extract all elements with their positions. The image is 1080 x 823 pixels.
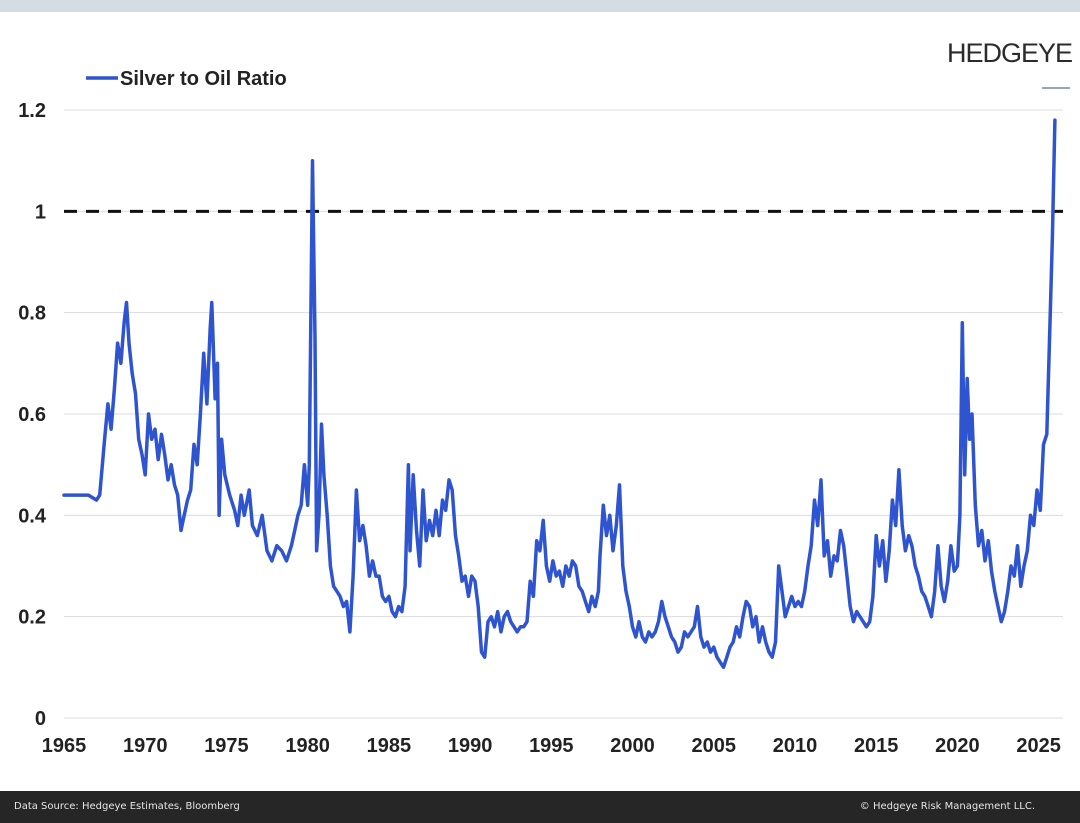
x-tick-label: 1975 [204,735,249,757]
x-tick-label: 2015 [854,735,899,757]
series-layer [62,118,1057,670]
grid-layer [64,109,1063,719]
x-tick-label: 1995 [529,735,574,757]
y-axis-ticks: 0 0.2 0.4 0.6 0.8 1 1.2 [18,100,47,730]
x-tick-label: 2000 [610,735,655,757]
series-line-0 [62,118,1057,670]
hedgeye-logo: HEDGEYE [946,38,1073,68]
y-tick-label: 0 [35,708,46,730]
x-tick-label: 2010 [773,735,818,757]
y-tick-label: 0.8 [18,303,46,325]
y-tick-label: 1 [35,201,46,223]
logo-underline [1042,87,1070,89]
x-tick-label: 1970 [123,735,168,757]
y-tick-label: 0.4 [18,505,47,527]
y-tick-label: 0.2 [18,607,46,629]
x-tick-label: 1980 [285,735,330,757]
x-tick-label: 2020 [935,735,980,757]
x-tick-label: 2025 [1016,735,1061,757]
data-source: Data Source: Hedgeye Estimates, Bloomber… [14,801,240,812]
x-tick-label: 2005 [692,735,737,757]
x-tick-label: 1965 [42,735,87,757]
legend-label: Silver to Oil Ratio [120,68,287,90]
x-tick-label: 1990 [448,735,493,757]
footer: Data Source: Hedgeye Estimates, Bloomber… [0,791,1080,823]
y-tick-label: 0.6 [18,404,46,426]
copyright: © Hedgeye Risk Management LLC. [859,801,1035,812]
silver-oil-chart: 00.20.40.60.811.2 1965 1970 1975 1980 1985 19… [18,68,1063,757]
top-band [0,0,1080,12]
y-tick-label: 1.2 [18,100,46,122]
legend: Silver to Oil Ratio [86,68,287,90]
x-tick-label: 1985 [367,735,412,757]
x-axis-ticks: 1965 1970 1975 1980 1985 1990 1995 2000 2005 2010… [42,735,1061,757]
